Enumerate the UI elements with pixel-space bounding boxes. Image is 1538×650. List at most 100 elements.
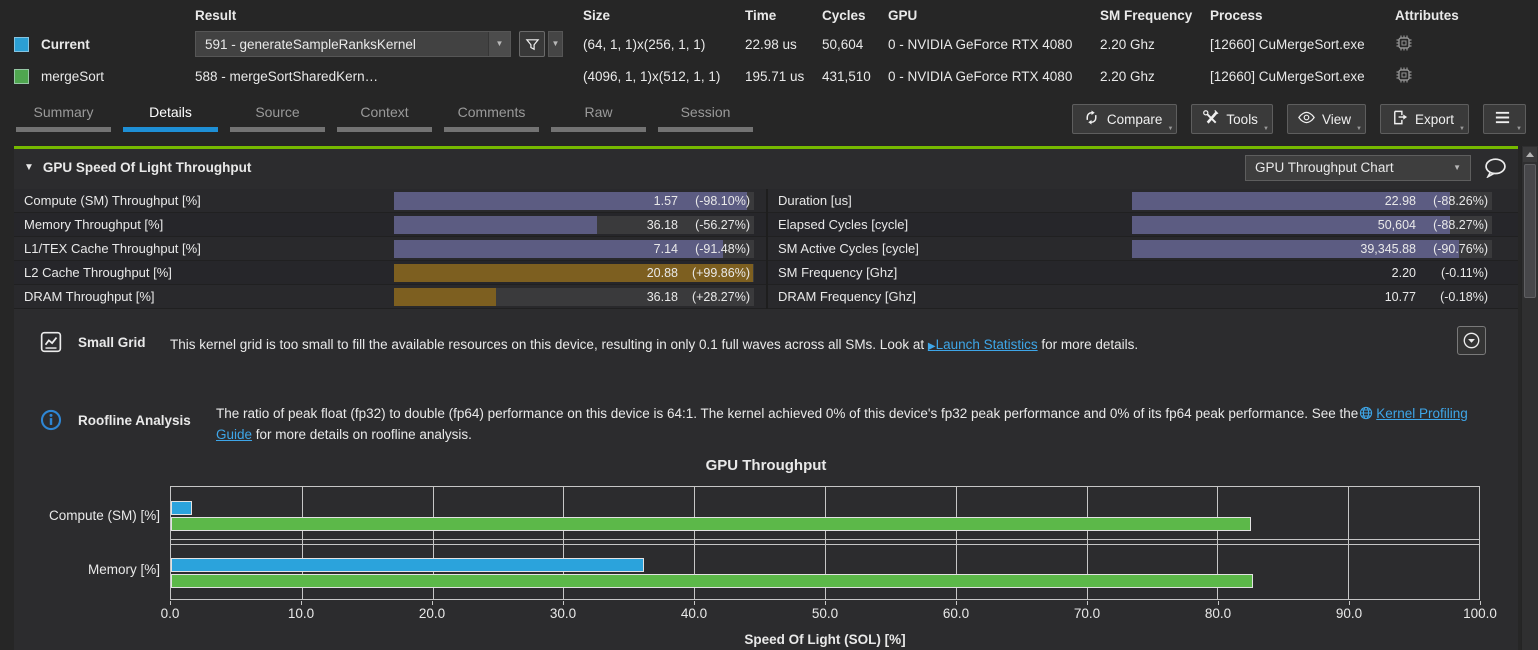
roofline-title: Roofline Analysis (78, 413, 191, 428)
time-value: 195.71 us (745, 68, 805, 84)
compare-icon (1083, 109, 1100, 129)
chip-icon[interactable] (1395, 67, 1413, 87)
gridline (563, 487, 565, 599)
tick-mark (693, 601, 695, 605)
roofline-text-after: for more details on roofline analysis. (252, 427, 472, 442)
metric-bar: 36.18 (+28.27%) (394, 287, 754, 306)
metric-row: L1/TEX Cache Throughput [%] 7.14 (-91.48%) (14, 237, 766, 261)
tab-underline (658, 127, 753, 132)
legend-swatch (14, 68, 29, 84)
metric-bar-fill (394, 263, 754, 282)
metric-bar: 7.14 (-91.48%) (394, 239, 754, 258)
metric-value: 2.20 (-0.11%) (1392, 264, 1488, 282)
tick-label: 40.0 (680, 606, 708, 621)
roofline-analysis-note: Roofline Analysis The ratio of peak floa… (14, 395, 1518, 453)
metric-value: 36.18 (-56.27%) (647, 216, 750, 234)
tab-underline (123, 127, 218, 132)
filter-button[interactable] (519, 31, 545, 57)
metric-bar: 50,604 (-88.27%) (1132, 215, 1492, 234)
metric-row: Memory Throughput [%] 36.18 (-56.27%) (14, 213, 766, 237)
tab-raw[interactable]: Raw (545, 102, 652, 132)
result-name: mergeSort (41, 68, 105, 84)
scrollbar-thumb[interactable] (1524, 164, 1536, 298)
column-header-time: Time (745, 8, 777, 23)
tab-summary[interactable]: Summary (10, 102, 117, 132)
tools-icon (1202, 109, 1219, 129)
kernel-profiling-guide-link[interactable]: Kernel Profiling Guide (216, 406, 1468, 442)
value: 2.20 (1391, 265, 1416, 280)
expand-warning-button[interactable] (1457, 326, 1486, 355)
warning-text-after: for more details. (1037, 337, 1139, 352)
tab-details[interactable]: Details (117, 102, 224, 132)
process-value: [12660] CuMergeSort.exe (1210, 36, 1365, 52)
tab-source[interactable]: Source (224, 102, 331, 132)
sm-frequency-value: 2.20 Ghz (1100, 36, 1155, 52)
column-header-attributes: Attributes (1395, 8, 1459, 23)
launch-statistics-link[interactable]: ▶Launch Statistics (928, 337, 1038, 352)
menu-button[interactable]: ▼ (1483, 104, 1526, 134)
tick-label: 60.0 (942, 606, 970, 621)
section-header: ▼ GPU Speed Of Light Throughput GPU Thro… (14, 149, 1518, 186)
chip-icon[interactable] (1395, 35, 1413, 55)
export-button[interactable]: Export ▼ (1379, 104, 1469, 134)
warning-text: This kernel grid is too small to fill th… (170, 335, 1138, 356)
delta: (-0.18%) (1440, 289, 1488, 304)
tick-mark (824, 601, 826, 605)
tab-comments[interactable]: Comments (438, 102, 545, 132)
report-header: Result Size Time Cycles GPU SM Frequency Proce… (0, 0, 1538, 96)
metric-label: L2 Cache Throughput [%] (24, 265, 172, 280)
metric-label: DRAM Throughput [%] (24, 289, 155, 304)
chart-type-select[interactable]: GPU Throughput Chart ▼ (1245, 154, 1471, 181)
chevron-down-icon[interactable]: ▼ (488, 32, 510, 56)
metric-value: 22.98 (-88.26%) (1385, 192, 1488, 210)
menu-icon (1494, 109, 1511, 129)
compare-button[interactable]: Compare ▼ (1071, 104, 1178, 134)
value: 50,604 (1377, 217, 1416, 232)
result-select-value: 591 - generateSampleRanksKernel (205, 36, 416, 52)
comment-icon[interactable] (1483, 157, 1508, 178)
tick-mark (431, 601, 433, 605)
metric-bar: 22.98 (-88.26%) (1132, 191, 1492, 210)
metric-label: Memory Throughput [%] (24, 217, 164, 232)
tick-mark (1479, 601, 1481, 605)
category-label: Compute (SM) [%] (48, 508, 160, 523)
button-label: Tools (1226, 111, 1258, 127)
metric-value: 50,604 (-88.27%) (1378, 216, 1488, 234)
tab-label: Source (255, 104, 300, 120)
gridline (1217, 487, 1219, 599)
filter-options-button[interactable]: ▼ (548, 31, 563, 57)
sol-metrics-table: Compute (SM) Throughput [%] 1.57 (-98.10%)… (14, 189, 1518, 309)
metric-label: Elapsed Cycles [cycle] (778, 217, 909, 232)
gridline (301, 487, 303, 599)
metric-value: 39,345.88 (-90.76%) (1360, 240, 1488, 258)
tab-context[interactable]: Context (331, 102, 438, 132)
column-header-cycles: Cycles (822, 8, 866, 23)
tick-mark (1217, 601, 1219, 605)
metric-row: Elapsed Cycles [cycle] 50,604 (-88.27%) (768, 213, 1518, 237)
value: 22.98 (1384, 193, 1416, 208)
chevron-down-icon: ▼ (1356, 126, 1362, 132)
metric-label: SM Active Cycles [cycle] (778, 241, 919, 256)
up-arrow-icon (1526, 152, 1534, 157)
metric-bar: 10.77 (-0.18%) (1132, 288, 1492, 306)
bar-baseline-0 (171, 517, 1252, 531)
scrollbar-up-button[interactable] (1523, 147, 1537, 162)
result-row: Current 591 - generateSampleRanksKernel ▼ ▼… (0, 30, 1538, 58)
column-header-result: Result (195, 8, 237, 23)
bar-current-0 (171, 501, 192, 515)
legend-swatch (14, 36, 29, 52)
result-select[interactable]: 591 - generateSampleRanksKernel ▼ (195, 31, 511, 57)
metric-row: Duration [us] 22.98 (-88.26%) (768, 189, 1518, 213)
view-button[interactable]: View ▼ (1286, 104, 1366, 134)
tab-session[interactable]: Session (652, 102, 759, 132)
roofline-text: The ratio of peak float (fp32) to double… (216, 404, 1468, 444)
column-header-gpu: GPU (888, 8, 918, 23)
tab-label: Summary (33, 104, 94, 120)
metric-row: DRAM Frequency [Ghz] 10.77 (-0.18%) (768, 285, 1518, 309)
tab-label: Comments (457, 104, 526, 120)
collapse-icon[interactable]: ▼ (24, 162, 34, 173)
tools-button[interactable]: Tools ▼ (1191, 104, 1273, 134)
vertical-scrollbar[interactable] (1521, 146, 1538, 650)
attributes-cell (1395, 66, 1538, 87)
gridline (171, 539, 1479, 540)
